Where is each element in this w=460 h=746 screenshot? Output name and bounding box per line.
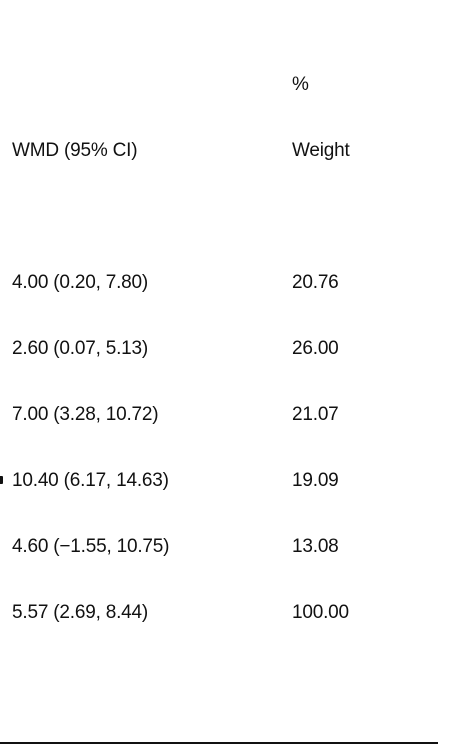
wmd-cell-row-5: 4.60 (−1.55, 10.75) bbox=[12, 536, 170, 557]
weight-cell-row-2: 26.00 bbox=[292, 338, 339, 359]
wmd-cell-overall: 5.57 (2.69, 8.44) bbox=[12, 602, 149, 623]
weight-cell-row-3: 21.07 bbox=[292, 404, 339, 425]
wmd-cell-row-3: 7.00 (3.28, 10.72) bbox=[12, 404, 159, 425]
wmd-cell-row-2: 2.60 (0.07, 5.13) bbox=[12, 338, 149, 359]
bottom-rule-line bbox=[0, 742, 438, 744]
weight-cell-overall: 100.00 bbox=[292, 602, 349, 623]
ci-marker-edge bbox=[0, 476, 3, 484]
wmd-column-header: WMD (95% CI) bbox=[12, 140, 138, 161]
weight-cell-row-1: 20.76 bbox=[292, 272, 339, 293]
wmd-cell-row-4: 10.40 (6.17, 14.63) bbox=[12, 470, 169, 491]
weight-column-header: Weight bbox=[292, 140, 350, 161]
weight-cell-row-5: 13.08 bbox=[292, 536, 339, 557]
wmd-cell-row-1: 4.00 (0.20, 7.80) bbox=[12, 272, 149, 293]
weight-cell-row-4: 19.09 bbox=[292, 470, 339, 491]
weight-unit-header: % bbox=[292, 74, 309, 95]
